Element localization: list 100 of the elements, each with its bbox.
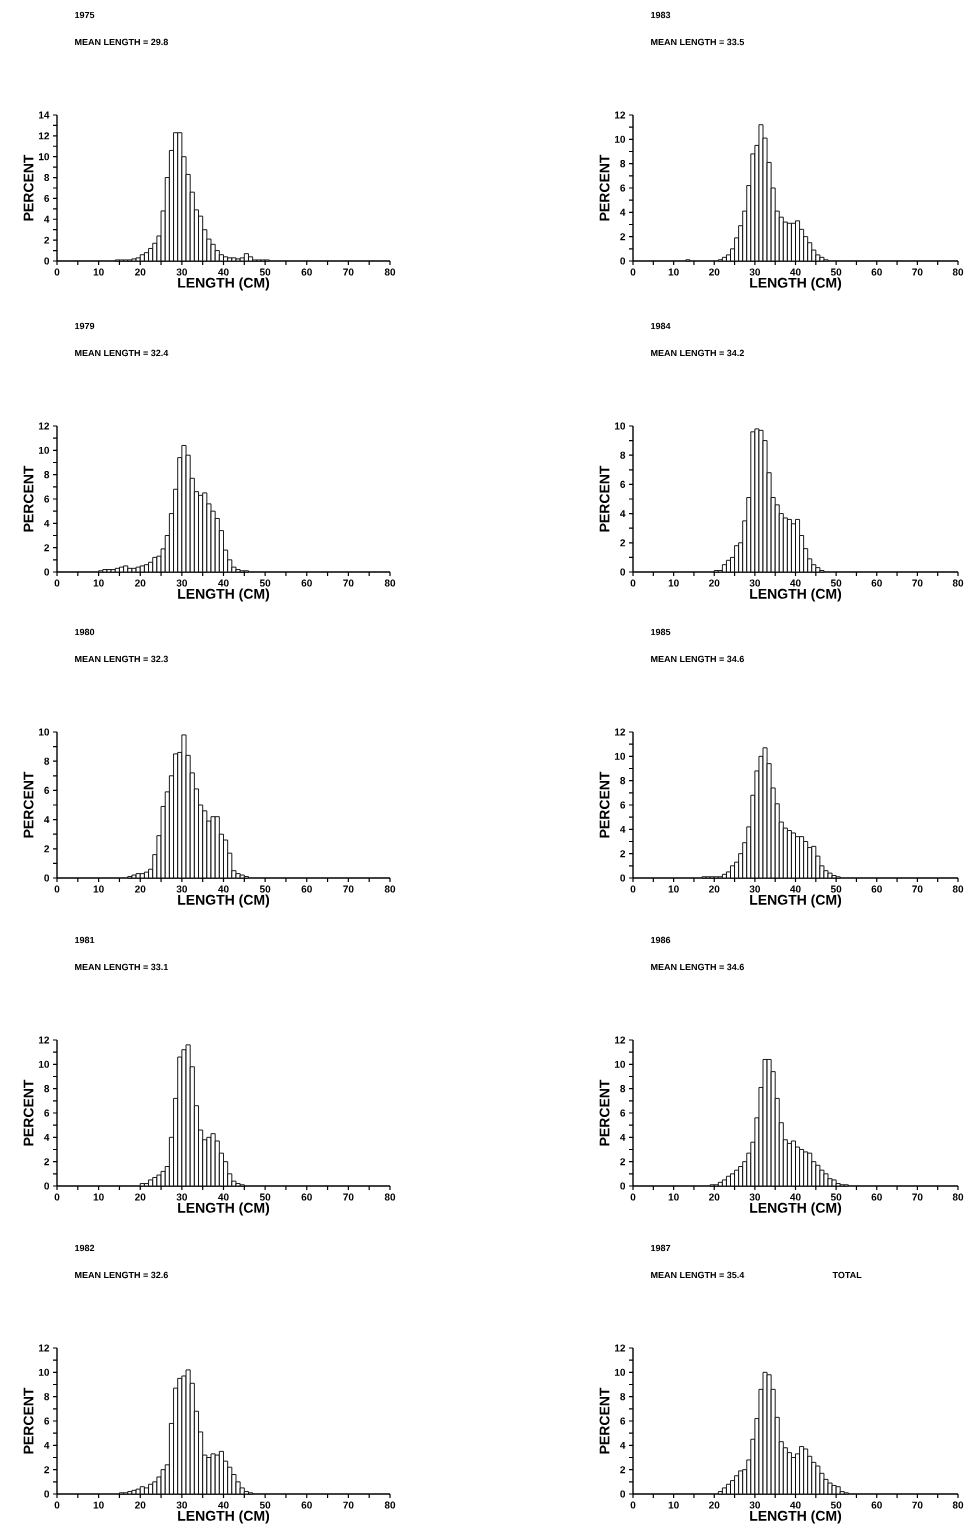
x-tick-label: 80 (384, 1501, 396, 1509)
x-tick-label: 40 (218, 1193, 229, 1201)
x-tick-label: 40 (790, 579, 801, 587)
y-tick-label: 0 (620, 568, 626, 576)
y-tick-label: 8 (44, 1393, 50, 1401)
y-tick-label: 2 (44, 544, 50, 552)
x-tick-label: 10 (668, 1193, 679, 1201)
y-tick-label: 2 (44, 1158, 50, 1166)
x-tick-label: 60 (871, 885, 882, 893)
x-tick-label: 60 (871, 579, 882, 587)
x-tick-label: 30 (176, 579, 188, 587)
x-axis-title: LENGTH (CM) (178, 894, 270, 908)
chart-title: 1979 (75, 322, 95, 330)
x-tick-label: 80 (952, 1501, 964, 1509)
y-tick-label: 10 (38, 153, 50, 161)
y-tick-label: 6 (44, 194, 50, 202)
x-tick-label: 20 (709, 268, 720, 276)
y-tick-label: 2 (620, 1466, 626, 1474)
chart-subtitle: MEAN LENGTH = 32.3 (75, 655, 168, 663)
x-tick-label: 10 (93, 268, 104, 276)
x-tick-label: 30 (176, 1193, 188, 1201)
x-tick-label: 60 (301, 1501, 312, 1509)
chart-subtitle: MEAN LENGTH = 32.6 (75, 1271, 168, 1279)
x-tick-label: 80 (952, 579, 964, 587)
x-tick-label: 10 (93, 579, 104, 587)
y-tick-label: 10 (614, 752, 626, 760)
x-tick-label: 60 (301, 268, 312, 276)
y-tick-label: 0 (44, 1182, 50, 1190)
x-tick-label: 20 (709, 1501, 720, 1509)
y-tick-label: 2 (620, 539, 626, 547)
y-axis-title: PERCENT (599, 771, 610, 838)
y-axis-title: PERCENT (23, 1079, 34, 1146)
x-tick-label: 40 (218, 1501, 229, 1509)
chart-title: 1984 (651, 322, 671, 330)
x-tick-label: 50 (830, 579, 842, 587)
x-tick-label: 0 (54, 1193, 60, 1201)
y-tick-label: 4 (44, 816, 50, 824)
chart-subtitle: MEAN LENGTH = 32.4 (75, 349, 169, 357)
y-tick-label: 4 (620, 1441, 626, 1449)
y-axis-title: PERCENT (599, 465, 610, 532)
x-tick-label: 30 (749, 268, 761, 276)
y-tick-label: 6 (620, 1109, 626, 1117)
y-tick-label: 4 (44, 519, 50, 527)
chart-subtitle: MEAN LENGTH = 35.4 (651, 1271, 745, 1279)
x-tick-label: 20 (135, 579, 146, 587)
x-tick-label: 50 (830, 268, 842, 276)
x-axis-title: LENGTH (CM) (750, 894, 842, 908)
y-tick-label: 10 (38, 1368, 50, 1376)
y-tick-label: 8 (620, 1085, 626, 1093)
x-tick-label: 20 (709, 1193, 720, 1201)
chart-subtitle: MEAN LENGTH = 34.2 (651, 349, 744, 357)
x-tick-label: 40 (218, 579, 229, 587)
y-tick-label: 10 (614, 1368, 626, 1376)
y-tick-label: 2 (620, 233, 626, 241)
x-axis-title: LENGTH (CM) (178, 277, 270, 291)
x-tick-label: 40 (790, 1501, 801, 1509)
y-tick-label: 0 (44, 874, 50, 882)
x-tick-label: 30 (176, 1501, 188, 1509)
x-tick-label: 70 (912, 268, 923, 276)
y-tick-label: 6 (44, 495, 50, 503)
x-axis-title: LENGTH (CM) (178, 1202, 270, 1216)
x-tick-label: 60 (871, 268, 882, 276)
x-tick-label: 40 (790, 885, 801, 893)
x-tick-label: 30 (749, 579, 761, 587)
x-tick-label: 40 (790, 1193, 801, 1201)
y-tick-label: 2 (44, 236, 50, 244)
x-tick-label: 20 (709, 885, 720, 893)
x-tick-label: 20 (709, 579, 720, 587)
x-tick-label: 60 (871, 1193, 882, 1201)
x-axis-title: LENGTH (CM) (750, 1510, 842, 1524)
x-tick-label: 0 (54, 885, 60, 893)
y-tick-label: 10 (38, 728, 50, 736)
chart-title: 1983 (651, 11, 671, 19)
x-tick-label: 60 (301, 885, 312, 893)
x-tick-label: 20 (135, 1501, 146, 1509)
y-tick-label: 10 (614, 1060, 626, 1068)
x-tick-label: 80 (952, 268, 964, 276)
chart-subtitle: MEAN LENGTH = 34.6 (651, 655, 744, 663)
y-tick-label: 10 (38, 446, 50, 454)
y-axis-title: PERCENT (23, 771, 34, 838)
x-tick-label: 20 (135, 885, 146, 893)
y-tick-label: 6 (44, 786, 50, 794)
x-tick-label: 50 (830, 1501, 842, 1509)
y-tick-label: 2 (44, 1466, 50, 1474)
chart-title: 1982 (75, 1244, 95, 1252)
x-tick-label: 0 (54, 1501, 60, 1509)
x-tick-label: 80 (952, 1193, 964, 1201)
y-tick-label: 12 (38, 1036, 50, 1044)
x-tick-label: 70 (343, 885, 354, 893)
x-tick-label: 30 (749, 1501, 761, 1509)
y-tick-label: 0 (620, 1182, 626, 1190)
x-axis-title: LENGTH (CM) (178, 1510, 270, 1524)
y-axis-title: PERCENT (599, 1079, 610, 1146)
y-tick-label: 12 (38, 132, 50, 140)
x-tick-label: 0 (630, 885, 636, 893)
chart-title: 1975 (75, 11, 95, 19)
x-tick-label: 0 (54, 579, 60, 587)
chart-title: 1980 (75, 628, 95, 636)
x-tick-label: 60 (301, 1193, 312, 1201)
x-tick-label: 50 (259, 579, 271, 587)
